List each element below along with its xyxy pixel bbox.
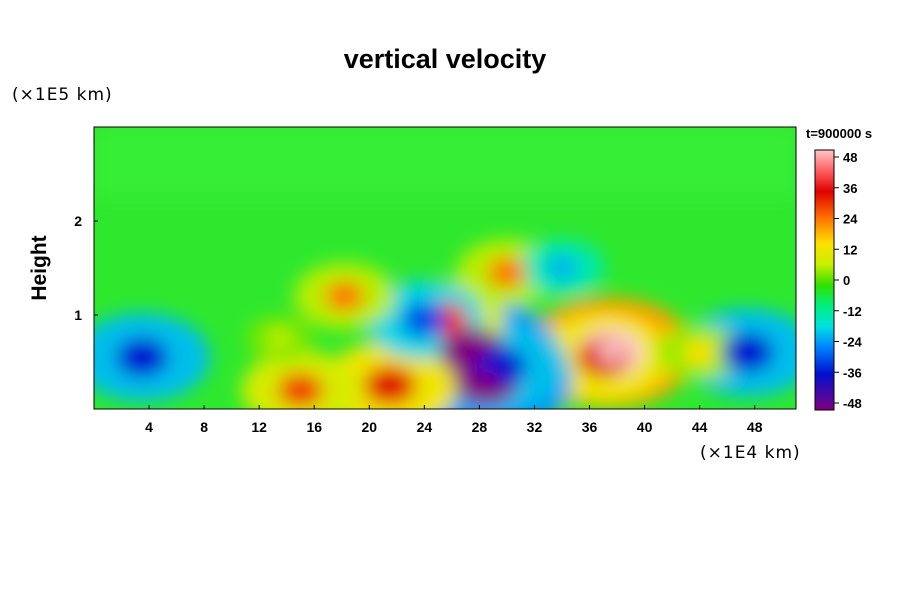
x-axis: 4 8 12 16 20 24 28 32 36 40 44 48 — [145, 405, 763, 435]
colorbar-tick-label: -36 — [843, 365, 862, 380]
chart-title: vertical velocity — [343, 44, 547, 74]
y-axis: 12 — [74, 213, 98, 323]
x-axis-unit: (×1E4 km) — [700, 443, 801, 463]
colorbar-tick-label: 24 — [843, 212, 858, 227]
x-tick-label: 20 — [362, 419, 378, 435]
colorbar-tick-label: 36 — [843, 181, 857, 196]
plot-area — [93, 126, 797, 410]
field-core — [683, 340, 716, 365]
x-tick-label: 16 — [306, 419, 322, 435]
upper-band — [94, 127, 796, 197]
field-core — [364, 366, 416, 405]
x-tick-label: 4 — [145, 419, 153, 435]
y-axis-unit: (×1E5 km) — [12, 85, 113, 105]
x-tick-label: 28 — [472, 419, 488, 435]
colorbar-tick-label: -12 — [843, 304, 862, 319]
x-tick-label: 32 — [527, 419, 543, 435]
field-core — [401, 302, 447, 337]
y-axis-label: Height — [28, 235, 51, 301]
colorbar-gradient — [814, 149, 835, 411]
field-core — [487, 258, 527, 288]
time-label: t=900000 s — [806, 126, 873, 141]
x-tick-label: 8 — [200, 419, 208, 435]
colorbar: 48 36 24 12 0 -12 -24 -36 -48 — [814, 149, 863, 411]
colorbar-tick-label: 0 — [843, 273, 850, 288]
x-tick-label: 36 — [582, 419, 598, 435]
colorbar-tick-label: 12 — [843, 242, 857, 257]
field-blobs — [94, 127, 796, 409]
field-peak — [460, 343, 485, 362]
velocity-field — [94, 127, 796, 409]
field-core — [116, 337, 168, 377]
field-core — [277, 373, 323, 408]
field-peak — [598, 343, 623, 362]
x-tick-label: 12 — [251, 419, 267, 435]
y-tick-label: 1 — [74, 307, 82, 323]
x-tick-label: 24 — [417, 419, 433, 435]
x-tick-label: 40 — [637, 419, 653, 435]
plot-frame — [93, 126, 797, 410]
x-tick-label: 44 — [692, 419, 708, 435]
y-tick-label: 2 — [74, 213, 82, 229]
colorbar-tick-label: -48 — [843, 396, 862, 411]
field-core — [267, 328, 293, 349]
field-core — [722, 333, 774, 372]
field-peak — [474, 371, 499, 390]
field-core — [325, 281, 364, 311]
field-core — [546, 255, 578, 281]
colorbar-tick-label: 48 — [843, 150, 857, 165]
x-tick-label: 48 — [747, 419, 763, 435]
colorbar-tick-label: -24 — [843, 335, 863, 350]
